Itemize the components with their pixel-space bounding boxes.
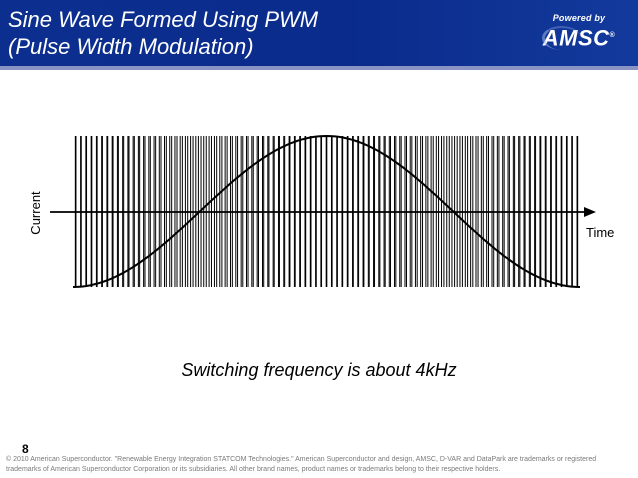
slide-title-line-2: (Pulse Width Modulation)	[8, 34, 254, 59]
page-number: 8	[22, 442, 29, 456]
logo-registered-mark: ®	[609, 32, 616, 39]
logo-swoosh-icon	[542, 26, 581, 50]
x-axis-label: Time	[586, 225, 614, 240]
y-axis-label: Current	[28, 191, 43, 235]
title-bar: Sine Wave Formed Using PWM (Pulse Width …	[0, 0, 638, 66]
amsc-logo: Powered by AMSC®	[534, 12, 624, 52]
title-bar-stripe	[0, 66, 638, 70]
copyright-footer: © 2010 American Superconductor. "Renewab…	[6, 456, 597, 473]
sine-curve	[72, 134, 581, 288]
caption: Switching frequency is about 4kHz	[0, 360, 638, 381]
logo-powered-by: Powered by	[552, 13, 606, 23]
time-axis-arrowhead	[584, 207, 596, 217]
caption-text: Switching frequency is about 4kHz	[181, 360, 457, 380]
slide-title-line-1: Sine Wave Formed Using PWM	[8, 7, 319, 32]
slide-title: Sine Wave Formed Using PWM (Pulse Width …	[8, 6, 318, 60]
